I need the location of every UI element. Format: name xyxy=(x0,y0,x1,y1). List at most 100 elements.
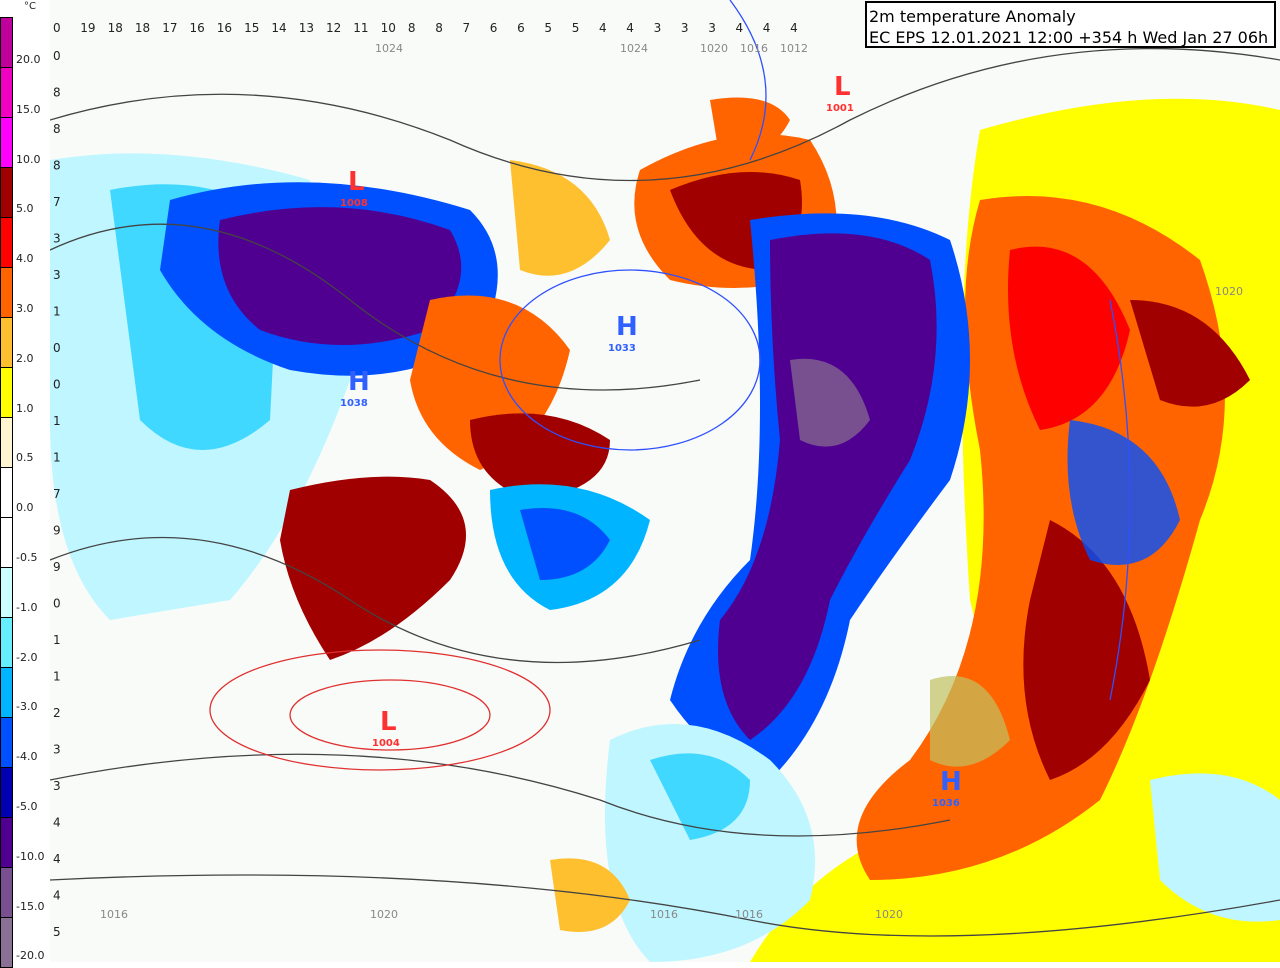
grid-value: 0 xyxy=(53,341,61,355)
legend-label: 0.5 xyxy=(16,451,34,465)
pressure-center-low: L xyxy=(348,167,365,197)
grid-value: 6 xyxy=(490,21,498,35)
legend-label: -0.5 xyxy=(16,551,38,564)
legend-swatch xyxy=(0,617,13,668)
isobar-label: 1024 xyxy=(375,42,403,55)
isobar-label: 1020 xyxy=(1215,285,1243,298)
legend-swatch xyxy=(0,367,13,418)
grid-value: 16 xyxy=(217,21,232,35)
pressure-value: 1038 xyxy=(340,398,368,409)
grid-value: 3 xyxy=(53,268,61,282)
grid-value: 11 xyxy=(353,21,368,35)
legend-swatch xyxy=(0,467,13,518)
legend-label: -15.0 xyxy=(16,899,45,913)
pressure-value: 1036 xyxy=(932,798,960,809)
pressure-center-low: L xyxy=(834,72,851,102)
pressure-value: 1004 xyxy=(372,738,400,749)
legend-label: -4.0 xyxy=(16,750,38,764)
pressure-center-low: L xyxy=(380,707,397,737)
legend-label: 10.0 xyxy=(16,152,41,166)
map-title: 2m temperature Anomaly xyxy=(869,7,1076,26)
legend-swatch xyxy=(0,767,13,818)
pressure-value: 1008 xyxy=(340,198,368,209)
isobar-label: 1016 xyxy=(740,42,768,55)
grid-value: 9 xyxy=(53,524,61,538)
legend-label: 5.0 xyxy=(16,202,34,216)
map-title-box: 2m temperature Anomaly EC EPS 12.01.2021… xyxy=(865,1,1276,48)
value-grid: 0 19 18 18 17 16 16 15 14 13 12 11 10 8 8 7 6 6 5 5 4 4 3 3 3 4 4 4… xyxy=(53,21,798,962)
grid-value: 9 xyxy=(53,560,61,574)
grid-value: 0 xyxy=(53,378,61,392)
grid-value: 4 xyxy=(626,21,634,35)
legend-swatch xyxy=(0,67,13,118)
grid-value: 16 xyxy=(190,21,205,35)
legend-label: 3.0 xyxy=(16,302,34,315)
legend-swatch xyxy=(0,917,13,968)
isobar-label: 1016 xyxy=(735,908,763,921)
grid-value: 5 xyxy=(544,21,552,35)
legend-label: -10.0 xyxy=(16,849,45,863)
grid-value: 18 xyxy=(135,21,150,35)
grid-value: 2 xyxy=(53,706,61,720)
grid-value: 4 xyxy=(763,21,771,35)
grid-value: 3 xyxy=(53,779,61,793)
isobar-label: 1020 xyxy=(370,908,398,921)
grid-value: 8 xyxy=(408,21,416,35)
pressure-value: 1001 xyxy=(826,103,854,114)
legend-label: 1.0 xyxy=(16,401,34,415)
grid-value: 15 xyxy=(244,21,259,35)
legend-swatch xyxy=(0,317,13,368)
grid-value: 17 xyxy=(162,21,177,35)
isobar-label: 1024 xyxy=(620,42,648,55)
isobar-label: 1016 xyxy=(100,908,128,921)
pressure-center-high: H xyxy=(616,312,638,342)
grid-value: 13 xyxy=(299,21,314,35)
grid-value: 0 xyxy=(53,49,61,63)
grid-value: 7 xyxy=(53,195,61,209)
anomaly-fields xyxy=(50,97,1280,962)
grid-value: 4 xyxy=(736,21,744,35)
isobar-label: 1020 xyxy=(700,42,728,55)
pressure-center-high: H xyxy=(940,767,962,797)
grid-value: 1 xyxy=(53,414,61,428)
grid-value: 8 xyxy=(53,159,61,173)
grid-value: 5 xyxy=(53,925,61,939)
pressure-value: 1033 xyxy=(608,343,636,354)
map-subtitle: EC EPS 12.01.2021 12:00 +354 h Wed Jan 2… xyxy=(869,28,1269,47)
legend-swatch xyxy=(0,717,13,768)
grid-value: 0 xyxy=(53,21,61,35)
isobar-label: 1020 xyxy=(875,908,903,921)
grid-value: 5 xyxy=(572,21,580,35)
grid-value: 7 xyxy=(463,21,471,35)
grid-value: 6 xyxy=(517,21,525,35)
legend-swatch xyxy=(0,517,13,568)
grid-value: 1 xyxy=(53,633,61,647)
grid-value: 4 xyxy=(53,816,61,830)
grid-value: 1 xyxy=(53,305,61,319)
legend-label: 0.0 xyxy=(16,501,34,515)
grid-value: 4 xyxy=(790,21,798,35)
grid-value: 14 xyxy=(271,21,286,35)
isobar-label: 1012 xyxy=(780,42,808,55)
temperature-anomaly-map: 0 19 18 18 17 16 16 15 14 13 12 11 10 8 8 7 6 6 5 5 4 4 3 3 3 4 4 4… xyxy=(50,0,1280,962)
grid-value: 1 xyxy=(53,670,61,684)
grid-value: 10 xyxy=(381,21,396,35)
legend-swatch xyxy=(0,217,13,268)
grid-value: 4 xyxy=(599,21,607,35)
grid-value: 3 xyxy=(681,21,689,35)
grid-value: 8 xyxy=(53,122,61,136)
grid-value: 4 xyxy=(53,852,61,866)
legend-swatch xyxy=(0,867,13,918)
grid-value: 0 xyxy=(53,597,61,611)
color-legend: °C 20.0 15.0 10.0 5.0 4.0 3.0 2.0 1.0 0.5 0.0 -0.5… xyxy=(0,0,50,968)
legend-label: 2.0 xyxy=(16,351,34,365)
legend-swatch xyxy=(0,417,13,468)
isobars xyxy=(50,0,1280,937)
grid-value: 18 xyxy=(108,21,123,35)
legend-label: -3.0 xyxy=(16,700,38,714)
grid-value: 3 xyxy=(708,21,716,35)
legend-unit: °C xyxy=(24,1,36,12)
pressure-center-high: H xyxy=(348,367,370,397)
grid-value: 4 xyxy=(53,889,61,903)
